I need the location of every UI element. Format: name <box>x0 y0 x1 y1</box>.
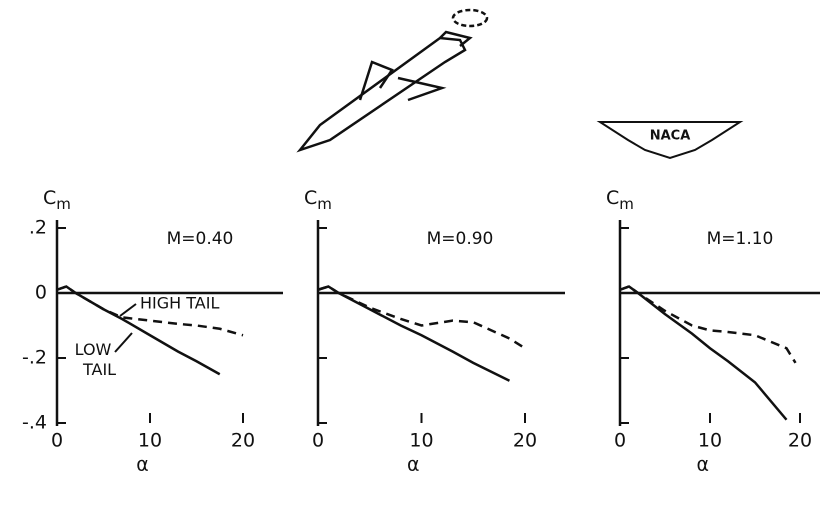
y-label-subscript: m <box>56 195 71 213</box>
panel-annotation: M=0.40 <box>167 229 234 249</box>
y-label-main: C <box>43 187 56 209</box>
line-series <box>318 287 509 381</box>
x-tick-label: 10 <box>698 430 722 452</box>
y-label-subscript: m <box>317 195 332 213</box>
y-tick-label: -.2 <box>22 347 47 369</box>
x-label: α <box>407 454 420 476</box>
x-tick-label: 0 <box>51 430 63 452</box>
panel-annotation: M=0.90 <box>427 229 494 249</box>
naca-logo: NACA <box>600 122 740 158</box>
line-series <box>620 287 787 420</box>
y-label: Cm <box>43 187 71 213</box>
y-tick-label: -.4 <box>22 412 47 434</box>
x-tick-label: 10 <box>138 430 162 452</box>
x-tick-label: 0 <box>312 430 324 452</box>
leader <box>115 333 132 352</box>
series-label: HIGH TAIL <box>140 294 219 313</box>
airplane-sketch <box>300 10 487 150</box>
line-series <box>318 287 525 349</box>
x-tick-label: 20 <box>231 430 255 452</box>
y-label: Cm <box>304 187 332 213</box>
leader <box>120 304 136 316</box>
x-label: α <box>136 454 149 476</box>
y-tick-label: 0 <box>35 282 47 304</box>
y-label-main: C <box>606 187 619 209</box>
logo-text: NACA <box>650 129 691 144</box>
x-tick-label: 20 <box>788 430 812 452</box>
x-tick-label: 0 <box>614 430 626 452</box>
panel-annotation: M=1.10 <box>707 229 774 249</box>
x-label: α <box>697 454 710 476</box>
x-tick-label: 10 <box>409 430 433 452</box>
y-tick-label: .2 <box>29 217 47 239</box>
series-label: LOW TAIL <box>75 340 117 379</box>
x-tick-label: 20 <box>513 430 537 452</box>
y-label-main: C <box>304 187 317 209</box>
y-label-subscript: m <box>619 195 634 213</box>
figure: NACA .20-.2-.401020CmαM=0.40HIGH TAILLOW… <box>0 0 820 509</box>
y-label: Cm <box>606 187 634 213</box>
